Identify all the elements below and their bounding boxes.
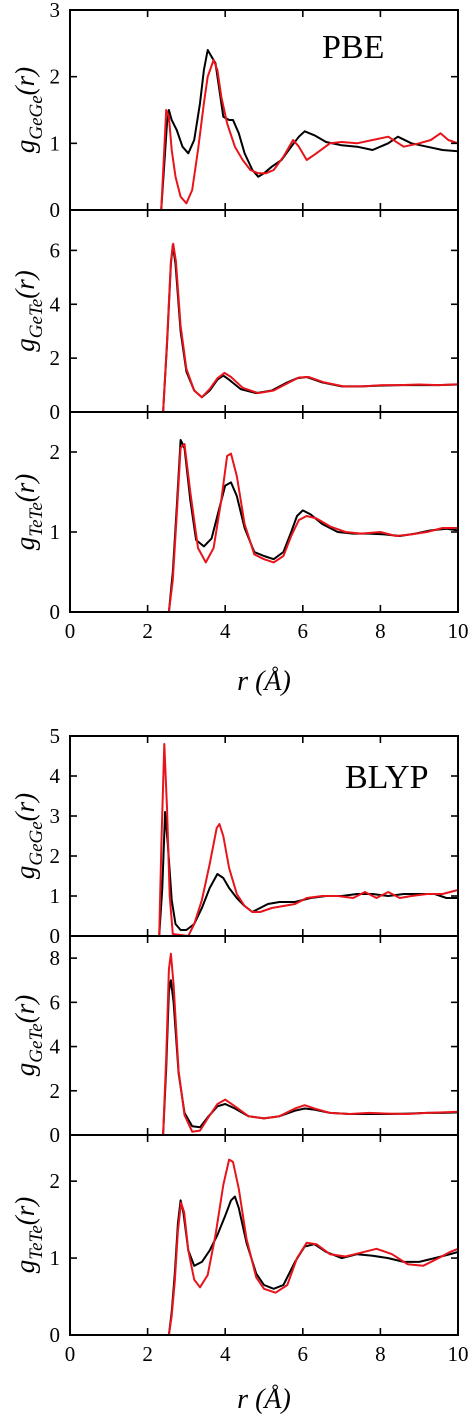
y-axis-label-base: g <box>10 338 40 352</box>
y-tick-label: 3 <box>50 0 61 22</box>
y-tick-label: 0 <box>50 198 61 222</box>
y-tick-label: 0 <box>50 1323 61 1347</box>
y-tick-label: 6 <box>50 990 61 1014</box>
y-axis-label-argument: (r) <box>10 67 40 96</box>
x-tick-label: 8 <box>375 619 386 643</box>
y-axis-label-subscript: GeGe <box>26 95 47 139</box>
y-tick-label: 4 <box>50 764 61 788</box>
y-tick-label: 2 <box>50 1079 61 1103</box>
x-tick-label: 10 <box>448 619 469 643</box>
y-tick-label: 2 <box>50 844 61 868</box>
x-axis-label: r (Å) <box>237 1384 291 1414</box>
y-axis-label-argument: (r) <box>10 270 40 299</box>
panel-label: BLYP <box>345 759 429 796</box>
y-axis-label-base: g <box>10 866 40 880</box>
series-line-black <box>162 979 458 1135</box>
y-tick-label: 4 <box>50 1035 61 1059</box>
y-axis-label-subscript: TeTe <box>26 502 47 537</box>
y-axis-label-base: g <box>10 1063 40 1077</box>
series-line-red <box>162 242 458 412</box>
plot-frame <box>69 411 459 613</box>
y-tick-label: 0 <box>50 600 61 624</box>
series-line-red <box>158 743 458 936</box>
x-tick-label: 4 <box>220 1342 231 1366</box>
y-axis-label: gTeTe(r) <box>10 474 47 551</box>
subplot-gete: 0 2 4 6 8 gGeTe(r) <box>10 935 459 1147</box>
y-tick-label: 6 <box>50 238 61 262</box>
series-line-black <box>160 49 458 210</box>
y-axis-label: gGeTe(r) <box>10 995 47 1076</box>
y-axis-label-argument: (r) <box>10 1197 40 1226</box>
subplot-gege: 0 1 2 3 gGeGe(r) <box>10 0 459 222</box>
y-axis-label-subscript: GeTe <box>26 1023 47 1062</box>
x-axis-label: r (Å) <box>237 666 291 697</box>
plot-frame <box>69 935 459 1136</box>
y-axis-label: gGeGe(r) <box>10 67 47 153</box>
panel-label: PBE <box>322 29 384 66</box>
y-tick-label: 1 <box>50 131 61 155</box>
y-axis-label: gGeGe(r) <box>10 793 47 879</box>
y-axis-label-subscript: GeGe <box>26 821 47 865</box>
y-axis-label-argument: (r) <box>10 995 40 1024</box>
y-tick-label: 0 <box>50 1123 61 1147</box>
subplot-gege: 0 1 2 3 4 5 gGeGe(r) <box>10 724 459 948</box>
y-tick-label: 1 <box>50 1246 61 1270</box>
x-tick-label: 0 <box>65 619 76 643</box>
plot-frame <box>69 1134 459 1336</box>
series-line-black <box>167 439 458 612</box>
y-axis-label-base: g <box>10 140 40 154</box>
plot-frame <box>69 209 459 413</box>
y-tick-label: 2 <box>50 440 61 464</box>
y-axis-label-subscript: TeTe <box>26 1225 47 1260</box>
y-axis-label: gGeTe(r) <box>10 270 47 351</box>
y-tick-label: 1 <box>50 884 61 908</box>
x-tick-label: 2 <box>142 1342 153 1366</box>
y-tick-label: 2 <box>50 65 61 89</box>
y-tick-label: 4 <box>50 292 61 316</box>
series-line-black <box>158 811 458 936</box>
y-axis-label: gTeTe(r) <box>10 1197 47 1274</box>
y-axis-label-base: g <box>10 537 40 551</box>
series-line-red <box>167 443 458 612</box>
y-tick-label: 2 <box>50 1169 61 1193</box>
y-tick-label: 0 <box>50 400 61 424</box>
y-tick-label: 8 <box>50 946 61 970</box>
series-line-red <box>160 59 458 210</box>
x-tick-label: 6 <box>298 1342 309 1366</box>
y-axis-label-argument: (r) <box>10 474 40 503</box>
y-tick-label: 5 <box>50 724 61 748</box>
y-tick-label: 0 <box>50 924 61 948</box>
series-line-black <box>162 244 458 412</box>
x-tick-label: 0 <box>65 1342 76 1366</box>
plot-frame <box>69 9 459 211</box>
x-tick-label: 2 <box>142 619 153 643</box>
x-tick-label: 8 <box>375 1342 386 1366</box>
y-axis-label-subscript: GeTe <box>26 299 47 338</box>
y-tick-label: 3 <box>50 804 61 828</box>
x-tick-label: 4 <box>220 619 231 643</box>
x-tick-label: 6 <box>298 619 309 643</box>
y-tick-label: 1 <box>50 520 61 544</box>
series-line-red <box>167 1158 458 1335</box>
y-axis-label-base: g <box>10 1260 40 1274</box>
series-line-red <box>162 952 458 1135</box>
y-tick-label: 2 <box>50 346 61 370</box>
x-tick-label: 10 <box>448 1342 469 1366</box>
y-axis-label-argument: (r) <box>10 793 40 822</box>
